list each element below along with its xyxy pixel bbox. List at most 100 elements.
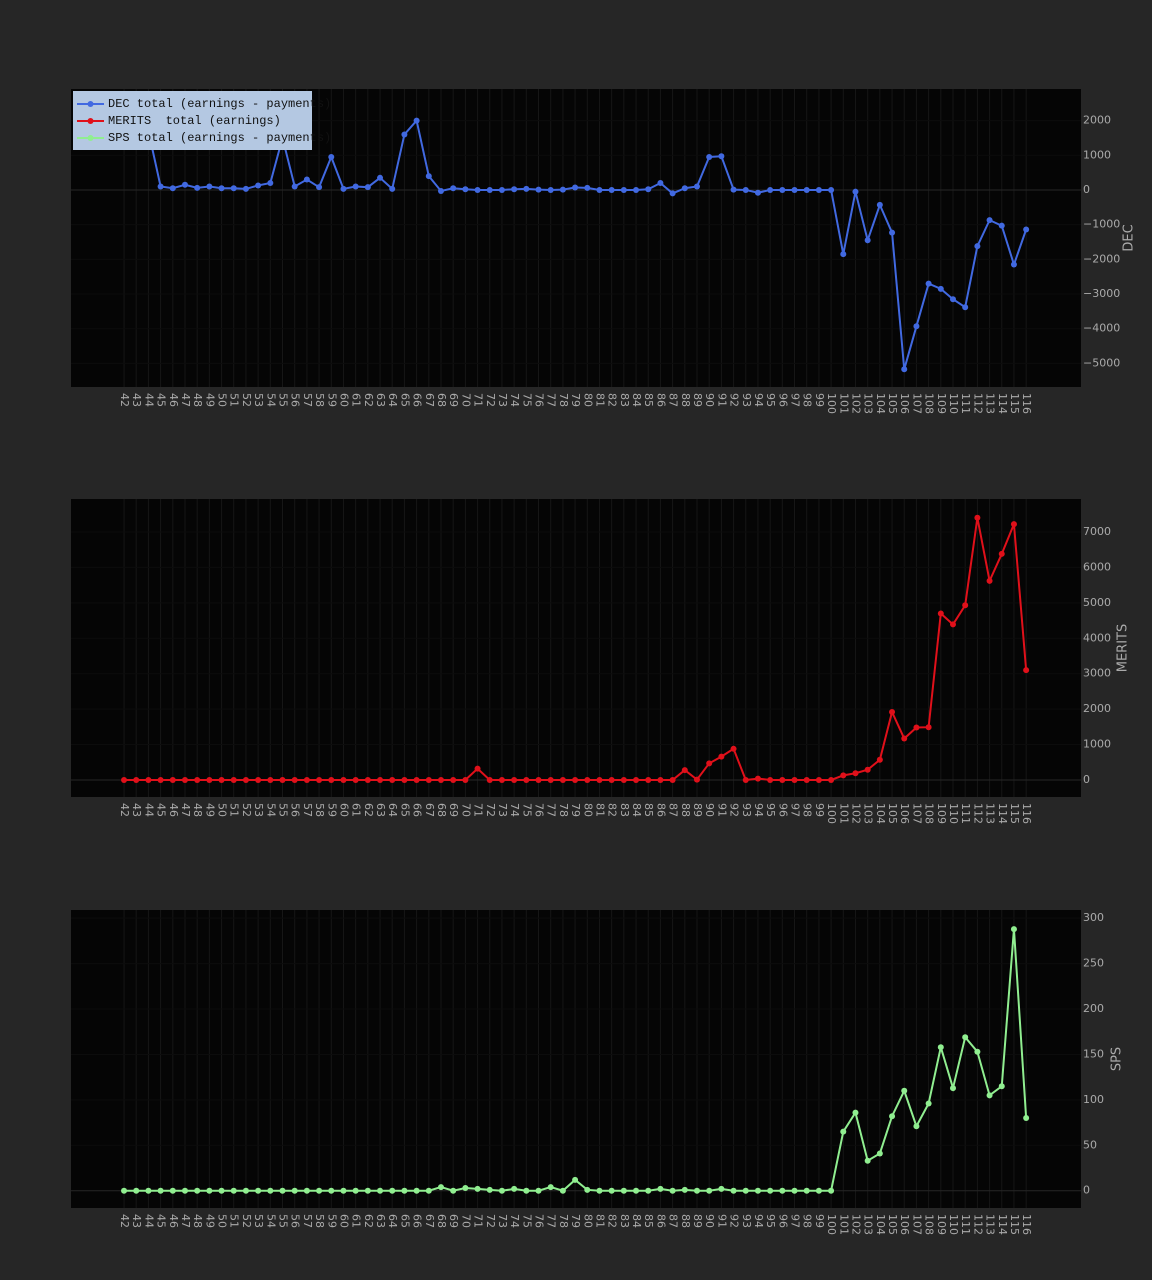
data-point xyxy=(962,304,969,311)
x-tick-label: 105 xyxy=(886,1214,899,1235)
data-point xyxy=(133,776,140,783)
legend-swatch-dot xyxy=(87,101,94,107)
data-point xyxy=(352,183,359,190)
data-point xyxy=(377,1187,384,1194)
data-point xyxy=(889,229,896,236)
data-point xyxy=(230,1187,237,1194)
data-point xyxy=(584,1186,591,1193)
data-point xyxy=(730,1187,737,1194)
x-tick-label: 60 xyxy=(337,393,350,407)
data-point xyxy=(340,776,347,783)
data-point xyxy=(267,180,274,187)
data-point xyxy=(998,222,1005,229)
data-point xyxy=(754,775,761,782)
x-tick-label: 76 xyxy=(533,803,546,817)
x-tick-label: 59 xyxy=(325,393,338,407)
x-tick-label: 53 xyxy=(252,393,265,407)
data-point xyxy=(328,1187,335,1194)
y-tick-label: 0 xyxy=(1083,1184,1090,1197)
data-point xyxy=(742,186,749,193)
data-point xyxy=(145,1187,152,1194)
data-point xyxy=(303,776,310,783)
data-point xyxy=(413,776,420,783)
x-tick-label: 83 xyxy=(618,1214,631,1228)
data-point xyxy=(511,776,518,783)
x-tick-label: 80 xyxy=(581,1214,594,1228)
x-tick-label: 75 xyxy=(520,803,533,817)
x-tick-label: 63 xyxy=(374,803,387,817)
data-point xyxy=(279,776,286,783)
data-point xyxy=(498,776,505,783)
data-point xyxy=(255,776,262,783)
x-tick-label: 79 xyxy=(569,803,582,817)
x-tick-label: 103 xyxy=(862,1214,875,1235)
x-tick-label: 110 xyxy=(947,803,960,824)
x-tick-label: 113 xyxy=(984,1214,997,1235)
data-point xyxy=(377,776,384,783)
data-point xyxy=(913,1123,920,1130)
data-point xyxy=(584,184,591,191)
x-tick-label: 85 xyxy=(642,1214,655,1228)
x-tick-label: 67 xyxy=(423,393,436,407)
legend-box xyxy=(73,91,312,150)
x-tick-label: 100 xyxy=(825,393,838,414)
x-tick-label: 65 xyxy=(398,803,411,817)
data-point xyxy=(340,1187,347,1194)
data-point xyxy=(718,753,725,760)
data-point xyxy=(596,776,603,783)
x-tick-label: 55 xyxy=(277,393,290,407)
data-point xyxy=(620,776,627,783)
y-tick-label: 50 xyxy=(1083,1138,1097,1151)
x-tick-label: 60 xyxy=(337,1214,350,1228)
x-tick-label: 85 xyxy=(642,803,655,817)
data-point xyxy=(1023,1115,1030,1122)
data-point xyxy=(401,1187,408,1194)
data-point xyxy=(328,776,335,783)
x-tick-label: 70 xyxy=(459,1214,472,1228)
x-tick-label: 115 xyxy=(1008,803,1021,824)
x-tick-label: 44 xyxy=(142,803,155,817)
x-tick-label: 107 xyxy=(910,393,923,414)
x-tick-label: 98 xyxy=(801,393,814,407)
data-point xyxy=(657,1185,664,1192)
data-point xyxy=(803,776,810,783)
data-point xyxy=(803,186,810,193)
data-point xyxy=(937,610,944,617)
data-point xyxy=(437,1184,444,1191)
data-point xyxy=(328,153,335,160)
data-point xyxy=(291,776,298,783)
data-point xyxy=(267,1187,274,1194)
x-tick-label: 46 xyxy=(167,393,180,407)
data-point xyxy=(925,280,932,287)
data-point xyxy=(559,186,566,193)
data-point xyxy=(498,186,505,193)
x-tick-label: 97 xyxy=(789,803,802,817)
data-point xyxy=(535,776,542,783)
data-point xyxy=(730,745,737,752)
x-tick-label: 71 xyxy=(472,393,485,407)
data-point xyxy=(828,1187,835,1194)
data-point xyxy=(681,185,688,192)
data-point xyxy=(852,770,859,777)
data-point xyxy=(498,1187,505,1194)
x-tick-label: 98 xyxy=(801,803,814,817)
x-tick-label: 73 xyxy=(496,803,509,817)
x-tick-label: 91 xyxy=(715,393,728,407)
x-tick-label: 60 xyxy=(337,803,350,817)
x-tick-label: 78 xyxy=(557,1214,570,1228)
data-point xyxy=(754,189,761,196)
x-tick-label: 72 xyxy=(484,393,497,407)
data-point xyxy=(535,1187,542,1194)
legend-label: SPS total (earnings - payments) xyxy=(108,131,331,145)
x-tick-label: 54 xyxy=(264,1214,277,1228)
x-tick-label: 110 xyxy=(947,1214,960,1235)
data-point xyxy=(633,186,640,193)
x-tick-label: 89 xyxy=(691,393,704,407)
plot-area xyxy=(71,910,1081,1208)
x-tick-label: 105 xyxy=(886,393,899,414)
x-tick-label: 106 xyxy=(898,393,911,414)
data-point xyxy=(840,772,847,779)
x-tick-label: 106 xyxy=(898,1214,911,1235)
data-point xyxy=(121,776,128,783)
data-point xyxy=(803,1187,810,1194)
